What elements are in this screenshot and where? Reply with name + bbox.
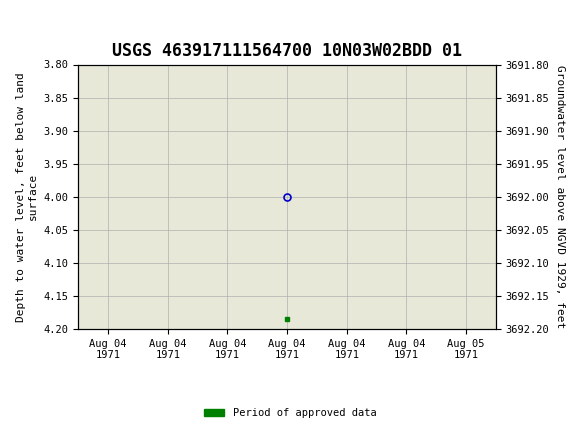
Y-axis label: Depth to water level, feet below land
surface: Depth to water level, feet below land su… xyxy=(16,72,38,322)
Legend: Period of approved data: Period of approved data xyxy=(200,404,380,423)
Text: USGS: USGS xyxy=(32,11,109,34)
Y-axis label: Groundwater level above NGVD 1929, feet: Groundwater level above NGVD 1929, feet xyxy=(555,65,565,329)
Title: USGS 463917111564700 10N03W02BDD 01: USGS 463917111564700 10N03W02BDD 01 xyxy=(112,42,462,60)
Text: ≡: ≡ xyxy=(3,8,28,37)
